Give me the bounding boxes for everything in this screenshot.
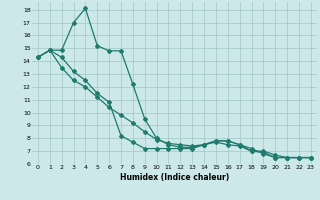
X-axis label: Humidex (Indice chaleur): Humidex (Indice chaleur) <box>120 173 229 182</box>
